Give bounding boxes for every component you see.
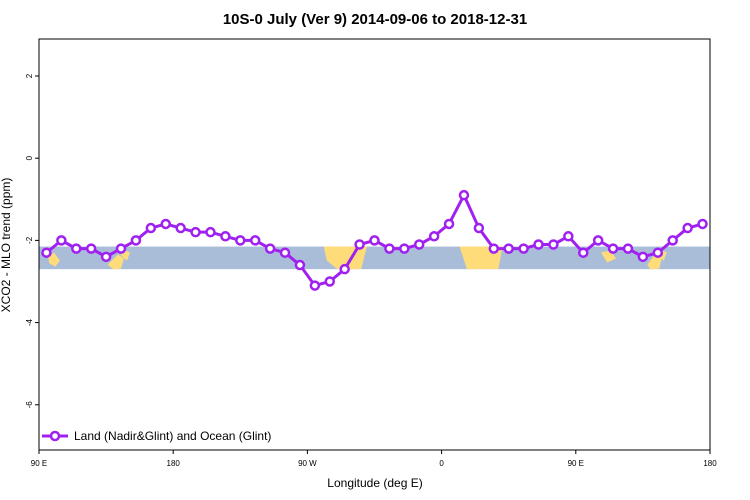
y-tick-label: -6 [25, 401, 34, 409]
data-point [56, 235, 67, 246]
data-point [533, 239, 544, 250]
data-point [637, 251, 649, 263]
data-point [190, 226, 201, 238]
x-tick-label: 0 [439, 459, 444, 468]
y-tick-label: -4 [25, 318, 34, 326]
data-point [652, 247, 664, 258]
axis-ticks: 90 E 180 90 W 0 90 E 180 2 0 -2 -4 -6 [25, 73, 717, 468]
chart-title: 10S-0 July (Ver 9) 2014-09-06 to 2018-12… [223, 11, 527, 28]
data-point [324, 276, 336, 287]
data-point [100, 251, 112, 263]
data-point [309, 280, 321, 291]
data-point [503, 243, 514, 254]
ocean-band [39, 246, 710, 270]
data-point [563, 231, 574, 242]
data-point [130, 235, 142, 246]
legend-label: Land (Nadir&Glint) and Ocean (Glint) [74, 429, 271, 443]
data-point [607, 243, 619, 254]
data-point [220, 231, 231, 242]
data-point [249, 235, 261, 246]
x-tick-label: 90 W [298, 459, 317, 468]
data-point [578, 247, 589, 258]
data-point [428, 231, 440, 242]
data-point [384, 243, 395, 254]
y-axis-label: XCO2 - MLO trend (ppm) [0, 178, 13, 313]
legend: Land (Nadir&Glint) and Ocean (Glint) [42, 429, 271, 443]
data-point [160, 218, 171, 230]
data-point [473, 222, 485, 234]
data-point [339, 263, 350, 275]
data-point [488, 243, 500, 254]
data-point [115, 243, 127, 254]
x-tick-label: 90 E [31, 459, 47, 468]
legend-marker [49, 430, 61, 442]
data-point [697, 218, 708, 230]
data-point [279, 247, 291, 258]
data-point [354, 239, 365, 250]
x-axis-label: Longitude (deg E) [327, 476, 422, 490]
data-point [592, 235, 604, 246]
x-tick-label: 180 [703, 459, 717, 468]
data-point [399, 243, 410, 254]
data-point [294, 259, 306, 271]
y-tick-label: 2 [25, 73, 34, 78]
land-patch [47, 252, 60, 267]
plot-frame [38, 38, 711, 451]
data-point [85, 243, 97, 254]
data-point [413, 239, 425, 250]
land-patch [107, 254, 124, 270]
data-point [548, 239, 559, 250]
data-point [682, 222, 693, 234]
x-tick-label: 90 E [568, 459, 584, 468]
data-point [369, 235, 380, 246]
data-point [175, 222, 186, 234]
background-map-band [39, 246, 710, 270]
data-point [145, 222, 157, 234]
x-tick-label: 180 [167, 459, 181, 468]
data-point [443, 218, 455, 230]
y-tick-label: -2 [25, 236, 34, 244]
data-point [622, 243, 634, 254]
data-point [205, 226, 216, 238]
data-point [41, 247, 52, 258]
data-point [518, 243, 529, 254]
data-point [235, 235, 246, 246]
data-point [71, 243, 82, 254]
data-point [458, 189, 470, 201]
y-tick-label: 0 [25, 155, 34, 160]
data-point [667, 235, 678, 246]
data-point [264, 243, 276, 254]
series-layer [41, 189, 708, 291]
